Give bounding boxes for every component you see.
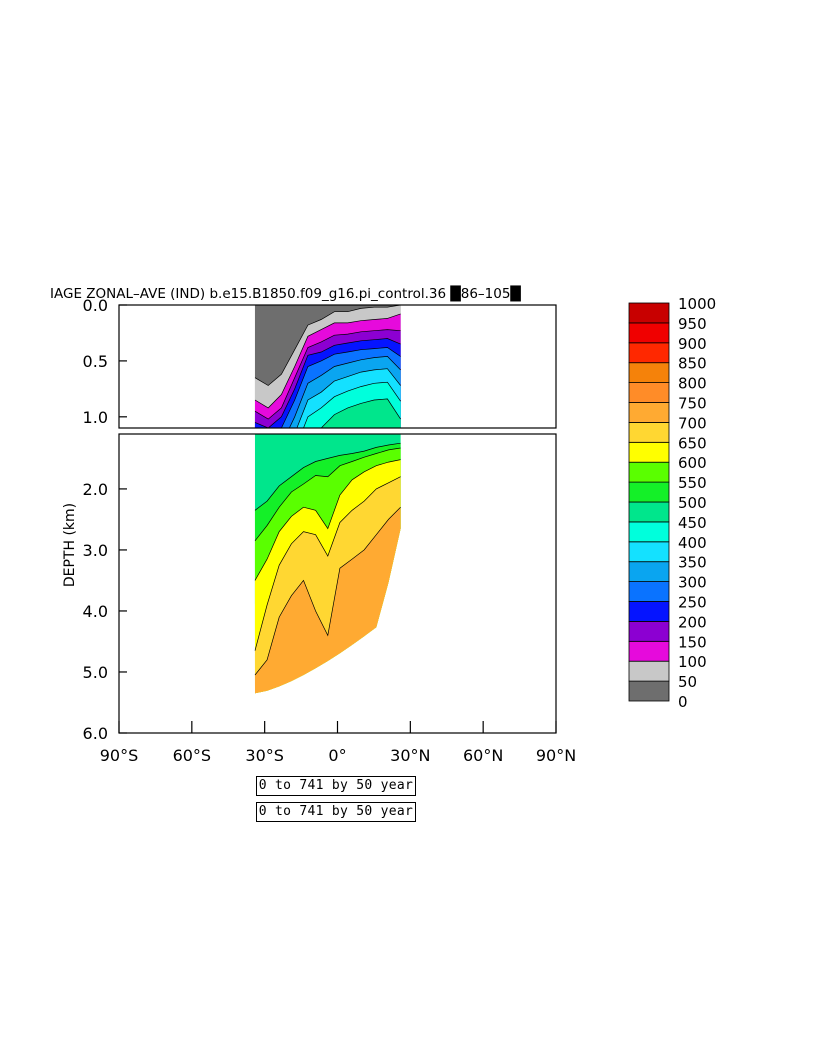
info-box-1: 0 to 741 by 50 year: [256, 776, 416, 796]
colorbar-swatch: [628, 382, 670, 403]
x-tick-label: 60°S: [173, 746, 212, 765]
info-box-2: 0 to 741 by 50 year: [256, 802, 416, 822]
colorbar-label: 400: [678, 534, 707, 552]
colorbar-swatch: [628, 660, 670, 682]
upper-panel-frame: [118, 304, 557, 429]
colorbar-label: 950: [678, 315, 707, 333]
contour-lower-550: [254, 447, 401, 542]
y-tick-label-lower: 3.0: [83, 541, 108, 560]
band-lower-700: [254, 507, 401, 694]
colorbar-swatch: [628, 322, 670, 344]
colorbar-label: 250: [678, 594, 707, 612]
colorbar-label: 550: [678, 474, 707, 492]
contour-upper-450: [320, 398, 401, 428]
contour-upper-200: [254, 338, 401, 428]
y-tick-label-lower: 2.0: [83, 480, 108, 499]
colorbar-swatch: [628, 302, 670, 324]
colorbar-label: 450: [678, 514, 707, 532]
colorbar-swatch: [628, 481, 670, 503]
colorbar-label: 350: [678, 554, 707, 572]
x-tick-label: 0°: [328, 746, 346, 765]
colorbar-label: 500: [678, 494, 707, 512]
colorbar-label: 750: [678, 395, 707, 413]
colorbar-swatch: [628, 680, 670, 702]
colorbar-swatch: [628, 461, 670, 483]
colorbar-label: 650: [678, 434, 707, 452]
colorbar-label: 1000: [678, 295, 716, 313]
colorbar-label: 50: [678, 673, 697, 691]
colorbar-swatch: [628, 402, 670, 423]
colorbar-swatch: [628, 501, 670, 523]
colorbar-label: 200: [678, 613, 707, 631]
x-tick-label: 60°N: [463, 746, 503, 765]
contour-upper-350: [296, 368, 401, 428]
colorbar-swatch: [628, 561, 670, 583]
upper-panel-data: [254, 305, 401, 428]
colorbar-swatch: [628, 362, 670, 384]
contour-upper-100: [254, 313, 401, 409]
x-axis: 90°S 60°S 30°S 0° 30°N 60°N 90°N: [100, 721, 576, 765]
colorbar-label: 600: [678, 454, 707, 472]
contour-lower-600: [254, 459, 401, 581]
x-tick-label: 90°S: [100, 746, 139, 765]
colorbar-label: 700: [678, 414, 707, 432]
x-tick-label: 90°N: [536, 746, 576, 765]
colorbar-label: 850: [678, 355, 707, 373]
x-tick-label: 30°N: [390, 746, 430, 765]
colorbar-label: 300: [678, 574, 707, 592]
colorbar-swatch: [628, 640, 670, 662]
y-tick-label-lower: 4.0: [83, 602, 108, 621]
colorbar-swatch: [628, 621, 670, 642]
colorbar-label: 150: [678, 633, 707, 651]
y-tick-label-upper: 0.5: [83, 352, 108, 371]
y-axis-upper: 0.0 0.5 1.0: [83, 296, 127, 427]
y-tick-label-lower: 5.0: [83, 663, 108, 682]
y-axis-label: DEPTH (km): [62, 503, 78, 587]
y-tick-label-upper: 0.0: [83, 296, 108, 315]
contour-upper-250: [280, 347, 401, 428]
colorbar-swatch: [628, 342, 670, 364]
colorbar-swatch: [628, 441, 670, 463]
colorbar-swatch: [628, 421, 670, 443]
y-tick-label-upper: 1.0: [83, 408, 108, 427]
contour-upper-150: [254, 329, 401, 420]
chart-title: IAGE ZONAL–AVE (IND) b.e15.B1850.f09_g16…: [50, 285, 521, 302]
band-upper-450: [321, 398, 401, 428]
lower-panel-data: [254, 434, 401, 694]
colorbar-swatch: [628, 601, 670, 622]
y-axis-lower: 2.0 3.0 4.0 5.0 6.0: [83, 480, 127, 743]
contour-lower-700: [254, 506, 401, 676]
colorbar-label: 100: [678, 653, 707, 671]
colorbar-label: 900: [678, 335, 707, 353]
contour-upper-300: [288, 356, 401, 428]
contour-upper-50: [254, 305, 401, 386]
colorbar-swatch: [628, 521, 670, 543]
contour-lower-500: [254, 442, 401, 511]
colorbar-swatch: [628, 581, 670, 602]
colorbar-label: 800: [678, 375, 707, 393]
colorbar-label: 0: [678, 693, 688, 711]
contour-lower-650: [254, 476, 401, 651]
colorbar-swatch: [628, 541, 670, 563]
x-tick-label: 30°S: [245, 746, 284, 765]
contour-upper-400: [303, 381, 401, 428]
y-tick-label-lower: 6.0: [83, 724, 108, 743]
